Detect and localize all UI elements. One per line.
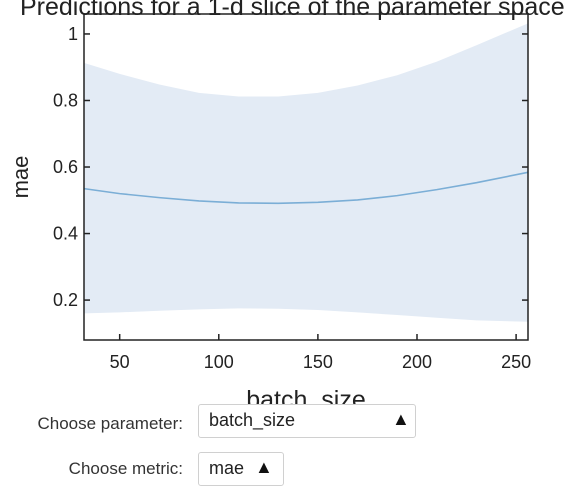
caret-up-icon: ▲ — [255, 457, 273, 477]
plot-frame — [83, 13, 529, 341]
confidence-band-layer — [84, 23, 528, 322]
y-tick-label: 0.8 — [53, 90, 78, 110]
parameter-value: batch_size — [209, 410, 296, 430]
x-tick-label: 100 — [204, 352, 234, 372]
y-tick-label: 1 — [68, 24, 78, 44]
y-axis-label: mae — [8, 156, 33, 199]
y-ticks: 0.2 0.4 0.6 0.8 1 — [53, 24, 528, 310]
parameter-dropdown[interactable]: batch_size ▲ — [198, 404, 416, 438]
chart-title: Predictions for a 1-d slice of the param… — [20, 0, 565, 21]
series-line-layer — [83, 171, 529, 205]
metric-value: mae — [209, 458, 245, 478]
x-tick-label: 250 — [501, 352, 531, 372]
x-ticks: 50 100 150 200 250 — [110, 334, 531, 372]
x-tick-label: 200 — [402, 352, 432, 372]
confidence-band — [84, 23, 528, 322]
x-tick-label: 50 — [110, 352, 130, 372]
metric-label: Choose metric: — [68, 459, 183, 478]
series-line-mean — [83, 171, 529, 205]
y-tick-label: 0.4 — [53, 224, 78, 244]
parameter-label: Choose parameter: — [37, 414, 183, 433]
y-tick-label: 0.2 — [53, 290, 78, 310]
caret-up-icon: ▲ — [392, 409, 410, 429]
y-tick-label: 0.6 — [53, 157, 78, 177]
metric-dropdown[interactable]: mae ▲ — [198, 452, 284, 486]
x-tick-label: 150 — [303, 352, 333, 372]
